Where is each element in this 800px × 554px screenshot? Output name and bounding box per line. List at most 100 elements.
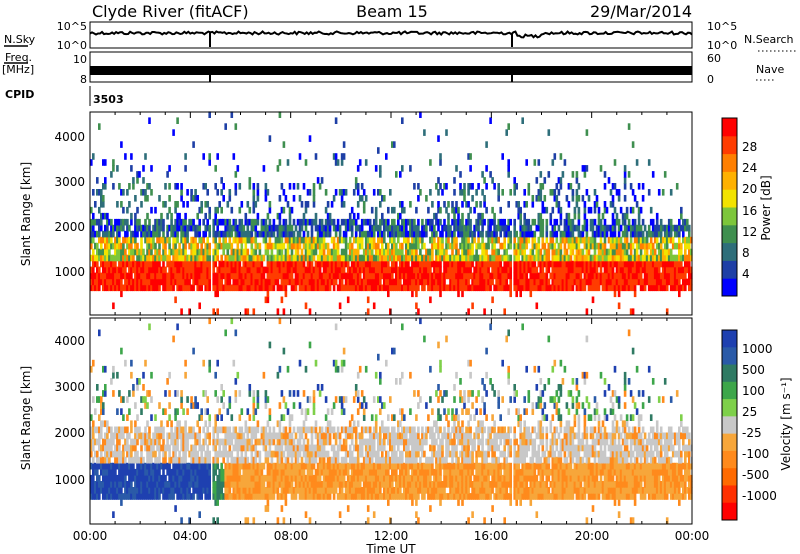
power-cell <box>407 266 410 274</box>
velocity-cell <box>110 432 113 440</box>
power-cell <box>431 230 434 238</box>
power-cell <box>417 183 420 190</box>
power-cell <box>567 218 571 226</box>
power-cell <box>348 254 352 262</box>
power-cell <box>180 189 183 196</box>
power-cell <box>501 278 504 286</box>
power-cell <box>553 254 557 262</box>
power-cell <box>581 224 585 232</box>
power-cell <box>625 254 629 262</box>
power-cell <box>647 278 651 286</box>
power-cell <box>637 272 641 280</box>
power-cell <box>545 284 549 292</box>
power-cell <box>278 159 282 166</box>
velocity-cell <box>200 414 203 421</box>
velocity-cell <box>164 481 167 488</box>
power-cell <box>220 230 223 238</box>
power-cell <box>451 260 454 268</box>
velocity-cell <box>114 493 117 500</box>
power-cell <box>156 230 159 238</box>
power-cell <box>320 230 324 238</box>
power-cell <box>607 278 611 286</box>
velocity-cell <box>186 468 189 476</box>
velocity-cell <box>100 468 103 476</box>
power-cell <box>312 183 316 190</box>
velocity-cell <box>240 408 244 415</box>
velocity-cell <box>186 438 189 446</box>
power-cell <box>659 218 663 226</box>
velocity-cell <box>116 438 119 446</box>
power-cell <box>256 189 260 196</box>
velocity-cell <box>98 432 101 440</box>
power-cell <box>563 260 567 268</box>
power-cell <box>379 254 382 262</box>
velocity-cell <box>106 468 109 476</box>
velocity-cell <box>292 402 296 409</box>
power-cell <box>158 248 161 256</box>
power-cell <box>665 272 669 280</box>
power-cell <box>497 272 500 280</box>
power-cell <box>473 236 476 244</box>
power-cell <box>292 218 296 226</box>
velocity-cell <box>140 462 143 470</box>
velocity-cell <box>136 384 139 391</box>
power-cell <box>645 272 649 280</box>
power-cell <box>120 272 123 280</box>
velocity-cell <box>92 359 95 367</box>
power-cell <box>336 272 340 280</box>
velocity-cell <box>180 402 183 409</box>
power-cell <box>509 218 512 226</box>
power-cell <box>515 260 518 268</box>
power-cell <box>593 230 597 238</box>
power-cell <box>541 236 545 244</box>
power-cell <box>296 218 300 226</box>
power-cell <box>180 284 183 292</box>
velocity-cell <box>192 444 195 452</box>
power-cell <box>479 278 482 286</box>
power-cell <box>583 165 587 172</box>
power-cell <box>122 218 125 226</box>
power-cell <box>513 272 516 280</box>
power-cell <box>377 189 380 196</box>
power-cell <box>214 218 217 226</box>
power-cell <box>525 218 528 226</box>
power-cell <box>577 278 581 286</box>
power-cell <box>505 284 508 292</box>
velocity-cell <box>176 432 179 440</box>
velocity-cell <box>260 432 264 440</box>
power-cell <box>366 248 370 256</box>
velocity-cell <box>244 438 248 446</box>
power-cell <box>533 284 537 292</box>
power-cell <box>501 272 504 280</box>
power-cell <box>593 254 597 262</box>
power-cell <box>348 242 352 250</box>
velocity-cell <box>232 468 236 476</box>
power-cell <box>435 260 438 268</box>
power-cell <box>260 272 264 280</box>
power-cell <box>356 212 360 220</box>
power-cell <box>216 224 219 232</box>
velocity-cell <box>190 456 193 464</box>
velocity-cell <box>178 426 181 434</box>
power-cell <box>517 201 520 208</box>
velocity-cell <box>262 426 266 434</box>
velocity-cell <box>266 450 270 458</box>
power-cell <box>242 224 246 232</box>
power-cell <box>352 260 356 268</box>
power-cell <box>649 242 653 250</box>
power-cell <box>202 236 205 244</box>
power-cell <box>336 254 340 262</box>
power-cell <box>517 236 520 244</box>
power-cell <box>391 242 394 250</box>
power-cell <box>587 248 591 256</box>
power-cell <box>212 266 215 274</box>
power-cell <box>358 278 362 286</box>
power-cell <box>415 260 418 268</box>
power-cell <box>551 230 555 238</box>
power-cell <box>479 242 482 250</box>
power-cell <box>401 206 404 214</box>
power-cell <box>194 242 197 250</box>
power-cell <box>591 230 595 238</box>
velocity-cell <box>140 468 143 476</box>
power-cell <box>529 224 533 232</box>
